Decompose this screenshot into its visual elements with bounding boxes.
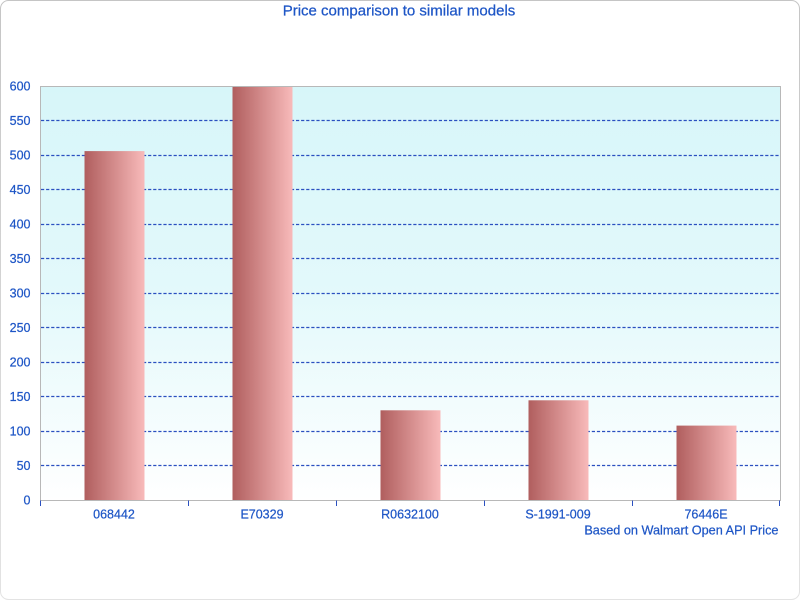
svg-text:150: 150 [10,390,31,404]
svg-text:200: 200 [10,355,31,369]
svg-text:400: 400 [10,217,31,231]
svg-text:Based on Walmart Open API Pric: Based on Walmart Open API Price [584,523,778,537]
svg-text:0: 0 [24,493,31,507]
svg-text:E70329: E70329 [240,508,283,522]
svg-text:500: 500 [10,148,31,162]
svg-text:100: 100 [10,424,31,438]
svg-text:S-1991-009: S-1991-009 [525,508,590,522]
svg-text:R0632100: R0632100 [381,508,439,522]
svg-text:450: 450 [10,183,31,197]
svg-text:76446E: 76446E [684,508,727,522]
svg-text:550: 550 [10,114,31,128]
svg-text:300: 300 [10,286,31,300]
svg-text:068442: 068442 [93,508,135,522]
svg-text:350: 350 [10,252,31,266]
svg-text:250: 250 [10,321,31,335]
svg-text:50: 50 [17,459,31,473]
svg-text:600: 600 [10,79,31,93]
svg-text:Price comparison to similar mo: Price comparison to similar models [283,3,516,20]
